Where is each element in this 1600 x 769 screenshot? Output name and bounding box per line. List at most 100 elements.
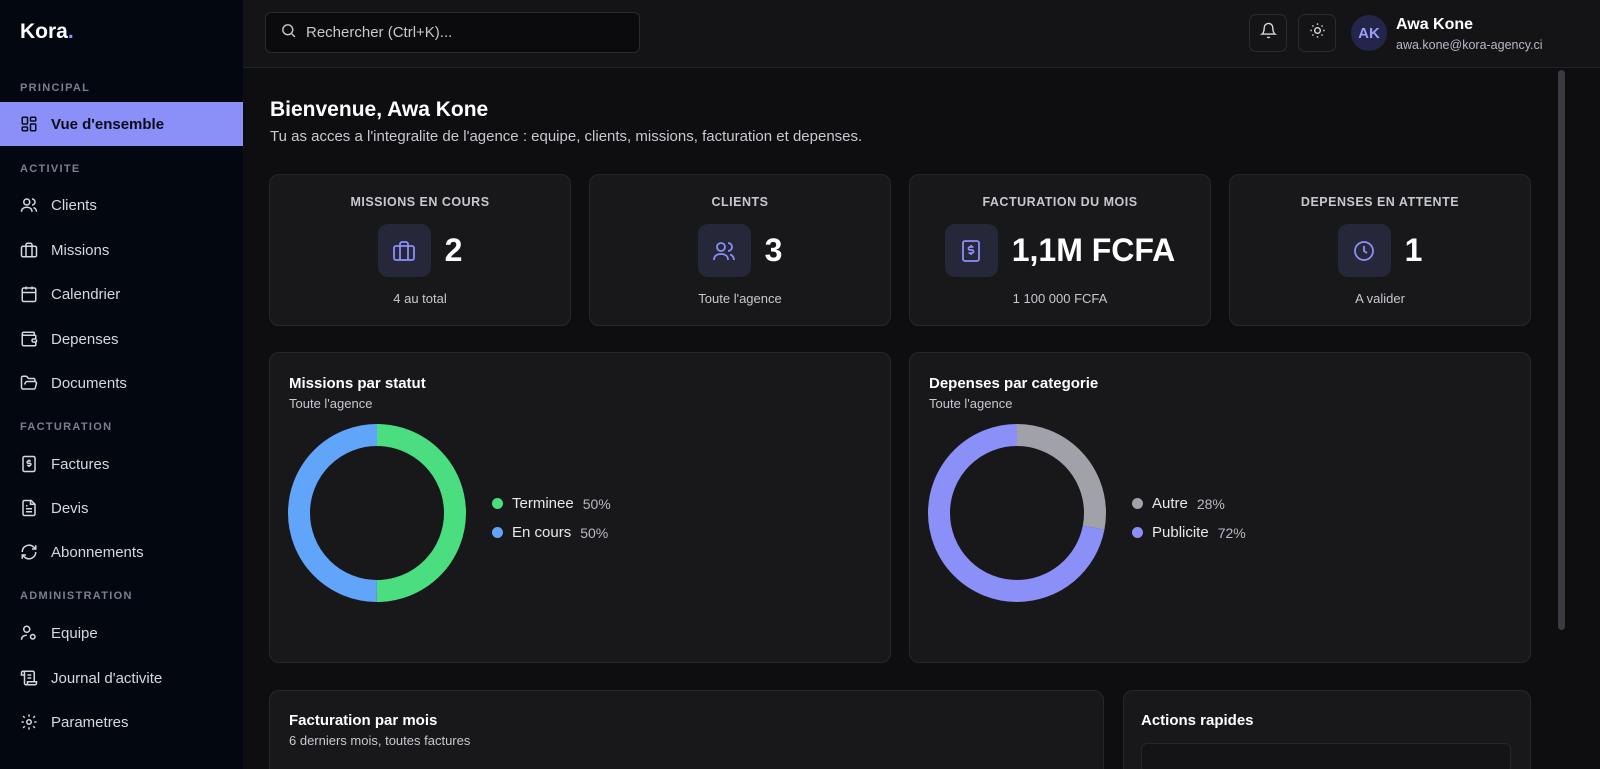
legend-label: Publicite: [1152, 524, 1209, 541]
sidebar-item-clients[interactable]: Clients: [0, 183, 243, 227]
refresh-icon: [20, 543, 38, 561]
sidebar-item-factures[interactable]: Factures: [0, 442, 243, 486]
section-label-facturation: FACTURATION: [20, 421, 113, 433]
stat-sub: A valider: [1355, 291, 1405, 306]
legend-percent: 50%: [580, 524, 609, 541]
folder-icon: [20, 374, 38, 392]
donut-slice-en-cours[interactable]: [288, 424, 466, 602]
invoice-icon: [944, 224, 998, 277]
sidebar-item-label: Abonnements: [51, 543, 144, 561]
clock-icon: [1337, 224, 1391, 277]
brand-logo[interactable]: Kora.: [20, 20, 74, 44]
search-box[interactable]: [265, 12, 640, 53]
card-title: Actions rapides: [1141, 712, 1254, 729]
section-label-administration: ADMINISTRATION: [20, 590, 133, 602]
file-text-icon: [20, 499, 38, 517]
sidebar-item-label: Documents: [51, 374, 127, 392]
user-email: awa.kone@kora-agency.ci: [1396, 38, 1543, 52]
section-label-activite: ACTIVITE: [20, 163, 81, 175]
briefcase-icon: [20, 241, 38, 259]
search-icon: [280, 22, 306, 44]
stat-value: 2: [444, 232, 463, 268]
main-scrollbar[interactable]: [1558, 70, 1565, 630]
wallet-icon: [20, 330, 38, 348]
theme-toggle-button[interactable]: [1298, 14, 1336, 52]
card-subtitle: 6 derniers mois, toutes factures: [289, 733, 471, 748]
sidebar-item-label: Depenses: [51, 330, 119, 348]
legend-item: Autre 28%: [1132, 489, 1246, 518]
page-subtitle: Tu as acces a l'integralite de l'agence …: [270, 128, 863, 145]
dashboard-icon: [20, 115, 38, 133]
legend-dot-en-cours: [492, 527, 503, 538]
sidebar-item-label: Missions: [51, 241, 110, 259]
legend-item: Publicite 72%: [1132, 518, 1246, 547]
sidebar-item-label: Journal d'activite: [51, 669, 163, 687]
sidebar-item-parametres[interactable]: Parametres: [0, 700, 243, 744]
stat-card-clients[interactable]: CLIENTS 3 Toute l'agence: [589, 174, 891, 326]
quick-action-item[interactable]: [1141, 743, 1511, 769]
stat-card-billing[interactable]: FACTURATION DU MOIS 1,1M FCFA 1 100 000 …: [909, 174, 1211, 326]
legend-dot-autre: [1132, 498, 1143, 509]
sidebar-item-missions[interactable]: Missions: [0, 228, 243, 272]
stat-label: CLIENTS: [711, 195, 769, 209]
avatar[interactable]: AK: [1351, 15, 1387, 51]
legend-percent: 28%: [1196, 495, 1225, 512]
sidebar-item-label: Vue d'ensemble: [51, 115, 165, 133]
legend-percent: 72%: [1217, 524, 1246, 541]
expenses-donut-chart[interactable]: [928, 424, 1106, 602]
user-name[interactable]: Awa Kone: [1396, 16, 1474, 33]
sidebar-item-devis[interactable]: Devis: [0, 486, 243, 530]
missions-status-card: Missions par statut Toute l'agence Termi…: [269, 352, 891, 663]
legend-percent: 50%: [582, 495, 611, 512]
briefcase-icon: [377, 224, 431, 277]
card-subtitle: Toute l'agence: [289, 396, 373, 411]
users-icon: [20, 196, 38, 214]
sidebar-item-overview[interactable]: Vue d'ensemble: [0, 102, 243, 146]
card-title: Missions par statut: [289, 375, 426, 392]
stat-card-expenses[interactable]: DEPENSES EN ATTENTE 1 A valider: [1229, 174, 1531, 326]
sun-icon: [1309, 22, 1326, 44]
stat-value: 1: [1404, 232, 1423, 268]
sidebar-item-equipe[interactable]: Equipe: [0, 611, 243, 655]
stat-value: 1,1M FCFA: [1011, 232, 1176, 268]
card-title: Depenses par categorie: [929, 375, 1099, 392]
stat-sub: 1 100 000 FCFA: [1012, 291, 1108, 306]
expenses-category-card: Depenses par categorie Toute l'agence Au…: [909, 352, 1531, 663]
donut-slice-publicite[interactable]: [928, 424, 1106, 602]
brand-dot: .: [67, 20, 74, 43]
sidebar-item-abonnements[interactable]: Abonnements: [0, 530, 243, 574]
scroll-icon: [20, 669, 38, 687]
sidebar: Kora. PRINCIPAL Vue d'ensemble ACTIVITE …: [0, 0, 243, 769]
gear-icon: [20, 713, 38, 731]
stat-label: MISSIONS EN COURS: [350, 195, 490, 209]
sidebar-item-documents[interactable]: Documents: [0, 361, 243, 405]
users-icon: [697, 224, 751, 277]
missions-donut-chart[interactable]: [288, 424, 466, 602]
stat-value: 3: [764, 232, 783, 268]
invoice-icon: [20, 455, 38, 473]
legend-label: Terminee: [512, 495, 574, 512]
sidebar-item-depenses[interactable]: Depenses: [0, 317, 243, 361]
page-title: Bienvenue, Awa Kone: [270, 98, 489, 121]
legend-label: Autre: [1152, 495, 1188, 512]
legend-label: En cours: [512, 524, 572, 541]
legend-dot-publicite: [1132, 527, 1143, 538]
calendar-icon: [20, 285, 38, 303]
sidebar-item-label: Devis: [51, 499, 89, 517]
sidebar-item-label: Calendrier: [51, 285, 121, 303]
section-label-principal: PRINCIPAL: [20, 82, 91, 94]
stat-card-missions[interactable]: MISSIONS EN COURS 2 4 au total: [269, 174, 571, 326]
stat-sub: 4 au total: [393, 291, 447, 306]
chart-legend: Terminee 50% En cours 50%: [492, 489, 611, 547]
billing-by-month-card: Facturation par mois 6 derniers mois, to…: [269, 690, 1104, 769]
sidebar-item-journal[interactable]: Journal d'activite: [0, 656, 243, 700]
bell-icon: [1259, 22, 1277, 44]
sidebar-item-label: Factures: [51, 455, 110, 473]
quick-actions-card: Actions rapides: [1123, 690, 1531, 769]
user-cog-icon: [20, 624, 38, 642]
legend-dot-terminee: [492, 498, 503, 509]
notifications-button[interactable]: [1249, 14, 1287, 52]
brand-name: Kora: [20, 20, 68, 43]
search-input[interactable]: [306, 24, 606, 41]
sidebar-item-calendrier[interactable]: Calendrier: [0, 272, 243, 316]
